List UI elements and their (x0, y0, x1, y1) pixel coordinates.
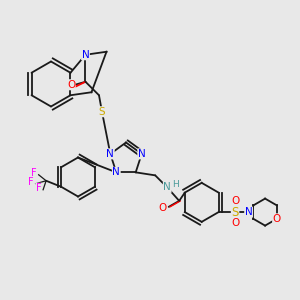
Text: S: S (99, 107, 105, 117)
Text: O: O (231, 218, 239, 229)
Text: O: O (67, 80, 75, 90)
Text: F: F (36, 183, 41, 193)
Text: N: N (163, 182, 171, 192)
Text: N: N (106, 149, 114, 159)
Text: N: N (112, 167, 120, 177)
Text: F: F (31, 168, 37, 178)
Text: N: N (245, 207, 253, 217)
Text: O: O (158, 203, 166, 213)
Text: S: S (231, 206, 239, 219)
Text: H: H (172, 180, 178, 189)
Text: O: O (273, 214, 281, 224)
Text: F: F (28, 177, 33, 187)
Text: O: O (231, 196, 239, 206)
Text: N: N (138, 149, 146, 159)
Text: N: N (82, 50, 89, 60)
